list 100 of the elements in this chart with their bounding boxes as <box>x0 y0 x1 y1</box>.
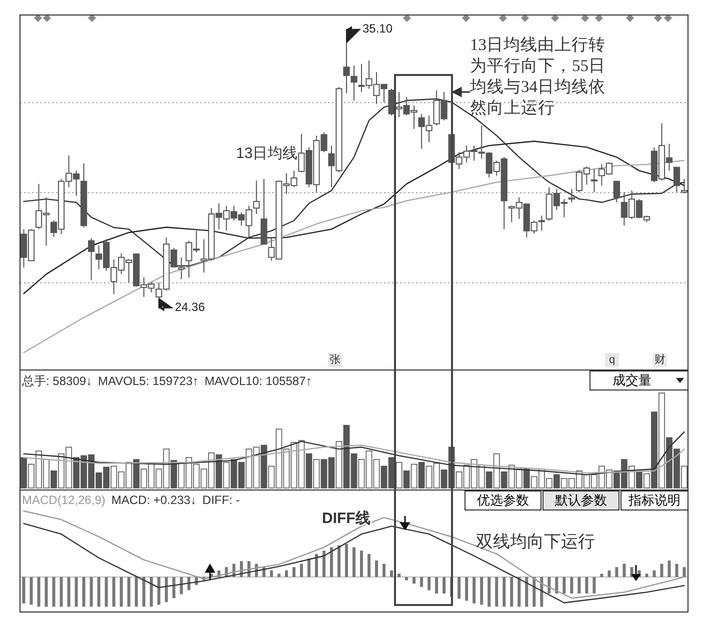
bar <box>120 577 123 607</box>
bar <box>585 577 588 594</box>
bar <box>645 574 648 577</box>
bar <box>127 577 130 607</box>
bar <box>90 577 93 607</box>
bar <box>532 577 536 607</box>
annotation: 13日均线 <box>236 145 298 162</box>
bar <box>74 577 78 607</box>
annotation: 财 <box>654 352 666 366</box>
bar <box>600 574 604 577</box>
bar <box>292 567 296 577</box>
bar <box>52 577 56 607</box>
bar <box>314 554 318 577</box>
bar <box>60 577 63 607</box>
bar <box>562 577 566 594</box>
bar <box>682 567 686 577</box>
bar <box>615 567 618 577</box>
text: MAVOL10: 105587↑ <box>204 374 312 388</box>
bar <box>428 577 431 590</box>
bar <box>608 570 611 577</box>
bar <box>502 577 506 607</box>
text: DIFF: - <box>202 493 240 507</box>
bar <box>525 577 528 607</box>
bar <box>164 577 168 602</box>
bar <box>375 560 378 577</box>
bar <box>398 574 401 577</box>
bar <box>390 570 394 577</box>
bar <box>578 577 581 594</box>
annotation: q <box>608 354 616 366</box>
bar <box>134 577 138 607</box>
bar <box>277 574 280 577</box>
bar <box>660 564 664 577</box>
bar <box>472 577 476 604</box>
bar <box>112 577 116 607</box>
bar <box>458 577 461 599</box>
bar <box>652 570 656 577</box>
bar <box>180 577 183 594</box>
bar <box>675 564 678 577</box>
bar <box>322 550 326 577</box>
bar <box>344 544 348 577</box>
bar <box>352 547 356 577</box>
bar <box>82 577 86 607</box>
annotation: 双线均向下运行 <box>476 532 595 551</box>
text: 成交量 <box>612 372 652 388</box>
candlestick <box>613 180 620 203</box>
bar <box>548 577 551 594</box>
annotation: 24.36 <box>174 300 206 314</box>
bar <box>488 577 491 607</box>
candlestick <box>343 42 350 94</box>
bar <box>510 577 514 607</box>
candlestick <box>253 180 260 215</box>
text: 默认参数 <box>554 492 607 508</box>
bar <box>67 577 70 607</box>
bar <box>570 577 574 594</box>
bar <box>518 577 521 607</box>
text: 指标说明 <box>628 492 680 508</box>
bar <box>330 547 333 577</box>
bar <box>435 577 438 594</box>
candlestick <box>388 88 395 116</box>
bar <box>405 577 408 580</box>
bar <box>382 564 386 577</box>
annotation: 张 <box>330 352 340 366</box>
bar <box>284 570 288 577</box>
bar <box>157 577 160 605</box>
bar <box>412 577 416 584</box>
bar <box>97 577 100 607</box>
bar <box>172 577 176 598</box>
bar <box>442 577 446 594</box>
bar <box>37 577 40 607</box>
candlestick <box>590 168 598 193</box>
bar <box>104 577 108 607</box>
bar <box>592 577 596 594</box>
bar <box>420 577 424 587</box>
bar <box>22 577 26 604</box>
text: 优选参数 <box>477 492 529 508</box>
bar <box>270 570 273 577</box>
bar <box>142 577 146 607</box>
bar <box>668 560 671 577</box>
bar <box>44 577 48 607</box>
text: 总手: 58309↓ <box>21 374 92 388</box>
annotation: 35.10 <box>362 22 393 36</box>
annotation: DIFF线 <box>322 510 370 527</box>
candlestick <box>538 215 545 232</box>
bar <box>480 577 484 605</box>
bar <box>300 564 303 577</box>
candlestick <box>350 64 358 102</box>
bar <box>622 564 626 577</box>
bar <box>465 577 468 601</box>
annotation: 13日均线由上行转为平行向下，55日均线与34日均线依然向上运行 <box>469 35 606 117</box>
bar <box>360 550 364 577</box>
bar <box>150 577 153 607</box>
bar <box>495 577 498 607</box>
bar <box>540 577 544 607</box>
bar <box>555 577 558 594</box>
bar <box>307 558 310 577</box>
text: MAVOL5: 159723↑ <box>98 374 199 388</box>
candlestick <box>680 178 688 194</box>
bar <box>368 554 371 577</box>
candlestick <box>568 188 575 203</box>
text: MACD(12,26,9) <box>22 493 106 507</box>
